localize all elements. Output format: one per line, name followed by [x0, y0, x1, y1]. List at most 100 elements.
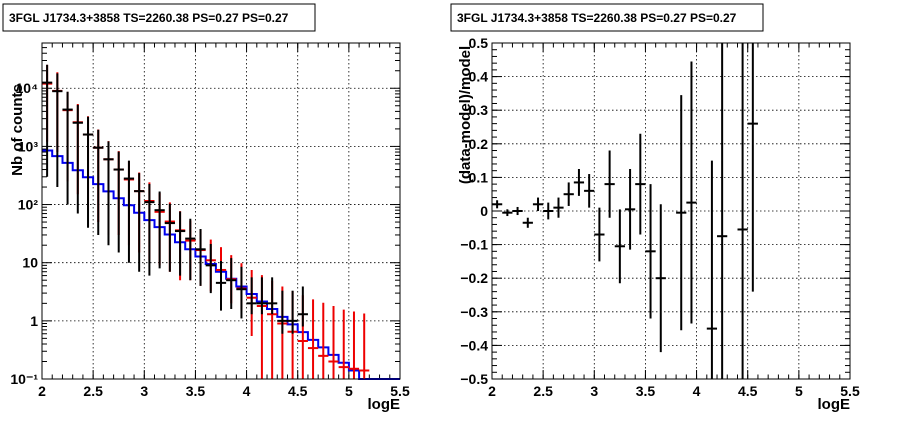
model-point [328, 306, 339, 379]
data-point [134, 173, 145, 272]
y-tick-label: 0 [480, 203, 488, 219]
x-tick-label: 4.5 [288, 383, 308, 399]
x-tick-label: 2 [38, 383, 46, 399]
counts-panel: 3FGL J1734.3+3858 TS=2260.38 PS=0.27 PS=… [2, 3, 410, 413]
y-tick-label: 0.1 [469, 169, 489, 185]
model-step-line [42, 149, 400, 380]
residual-point [737, 43, 748, 379]
x-tick-label: 5 [795, 383, 803, 399]
residual-point [676, 95, 687, 331]
x-tick-label: 4 [693, 383, 701, 399]
data-point [297, 286, 308, 327]
residual-plot-frame [491, 42, 851, 380]
residual-point [532, 197, 544, 211]
residual-x-tick-labels: 2 2.5 3 3.5 4 4.5 5 5.5 [488, 383, 860, 399]
y-tick-label: 10³ [18, 138, 39, 154]
y-tick-label: −0.2 [460, 270, 488, 286]
y-tick-label: 0.3 [469, 102, 489, 118]
x-tick-label: 2.5 [533, 383, 553, 399]
residual-point [573, 169, 585, 196]
residual-point [645, 184, 656, 319]
residual-title-box [450, 3, 764, 32]
y-tick-label: 10² [18, 197, 39, 213]
data-point [154, 191, 165, 269]
residual-point [706, 160, 718, 379]
residual-marks [492, 43, 758, 379]
data-point [226, 258, 237, 309]
data-point [215, 260, 227, 311]
residual-point [563, 182, 574, 206]
data-point [164, 203, 175, 272]
y-tick-label: −0.4 [460, 337, 488, 353]
y-tick-label: 0.2 [469, 136, 489, 152]
residual-point [614, 209, 625, 284]
residual-point [502, 209, 513, 217]
residual-point [543, 202, 554, 220]
data-point [267, 277, 278, 315]
counts-marks [42, 64, 400, 380]
data-point [246, 277, 257, 315]
y-tick-label: 0.5 [469, 35, 489, 51]
counts-x-axis-label: logE [368, 396, 401, 413]
data-point [72, 104, 83, 214]
model-point [359, 313, 370, 379]
residual-point [686, 61, 697, 324]
x-tick-label: 4 [243, 383, 251, 399]
y-tick-label: −0.3 [460, 304, 488, 320]
residual-point [594, 207, 605, 262]
counts-y-tick-labels: 10⁻¹ 1 10 10² 10³ 10⁴ [10, 80, 38, 387]
x-tick-label: 3 [140, 383, 148, 399]
residual-point [624, 169, 636, 250]
model-point [307, 299, 319, 379]
data-point [42, 64, 53, 177]
residual-point [584, 174, 595, 208]
x-tick-label: 5 [345, 383, 353, 399]
counts-grid [42, 43, 400, 379]
x-tick-label: 2.5 [83, 383, 103, 399]
y-tick-label: −0.5 [460, 371, 488, 387]
residual-y-tick-labels: −0.5 −0.4 −0.3 −0.2 −0.1 0 0.1 0.2 0.3 0.4 0.5 [460, 35, 488, 387]
residual-point [747, 43, 758, 292]
residual-point [655, 204, 666, 353]
x-tick-label: 3 [590, 383, 598, 399]
data-point [123, 160, 135, 263]
residual-panel: 3FGL J1734.3+3858 TS=2260.38 PS=0.27 PS=… [450, 3, 860, 413]
data-point [52, 73, 63, 188]
data-point [287, 290, 298, 334]
data-point [113, 151, 124, 253]
y-tick-label: 10⁴ [16, 80, 39, 96]
x-tick-label: 5.5 [390, 383, 410, 399]
data-point [236, 266, 247, 319]
residual-point [717, 43, 728, 379]
model-point [318, 302, 329, 379]
residual-x-axis-label: logE [818, 396, 851, 413]
residual-point [522, 217, 533, 228]
data-point [103, 141, 114, 246]
data-point [256, 277, 268, 315]
data-point [82, 116, 94, 228]
x-tick-label: 3.5 [636, 383, 656, 399]
residual-title: 3FGL J1734.3+3858 TS=2260.38 PS=0.27 PS=… [457, 11, 737, 25]
data-point [62, 91, 73, 205]
residual-point [635, 133, 646, 235]
x-tick-label: 2 [488, 383, 496, 399]
residual-point [512, 206, 523, 216]
y-tick-label: −0.1 [460, 237, 488, 253]
residual-point [492, 200, 503, 209]
counts-axis-ticks [41, 42, 401, 380]
residual-y-axis-label: (data-model)/model [457, 46, 474, 184]
data-point [93, 129, 104, 235]
data-point [195, 228, 206, 286]
counts-title-box [2, 3, 316, 32]
x-tick-label: 4.5 [738, 383, 758, 399]
model-point [348, 311, 360, 379]
data-point [144, 183, 155, 276]
residual-point [553, 197, 564, 218]
counts-y-axis-label: Nb of counts [9, 84, 26, 176]
x-tick-label: 3.5 [186, 383, 206, 399]
data-point [277, 290, 288, 334]
counts-x-tick-labels: 2 2.5 3 3.5 4 4.5 5 5.5 [38, 383, 410, 399]
data-point [205, 243, 216, 294]
x-tick-label: 5.5 [840, 383, 860, 399]
